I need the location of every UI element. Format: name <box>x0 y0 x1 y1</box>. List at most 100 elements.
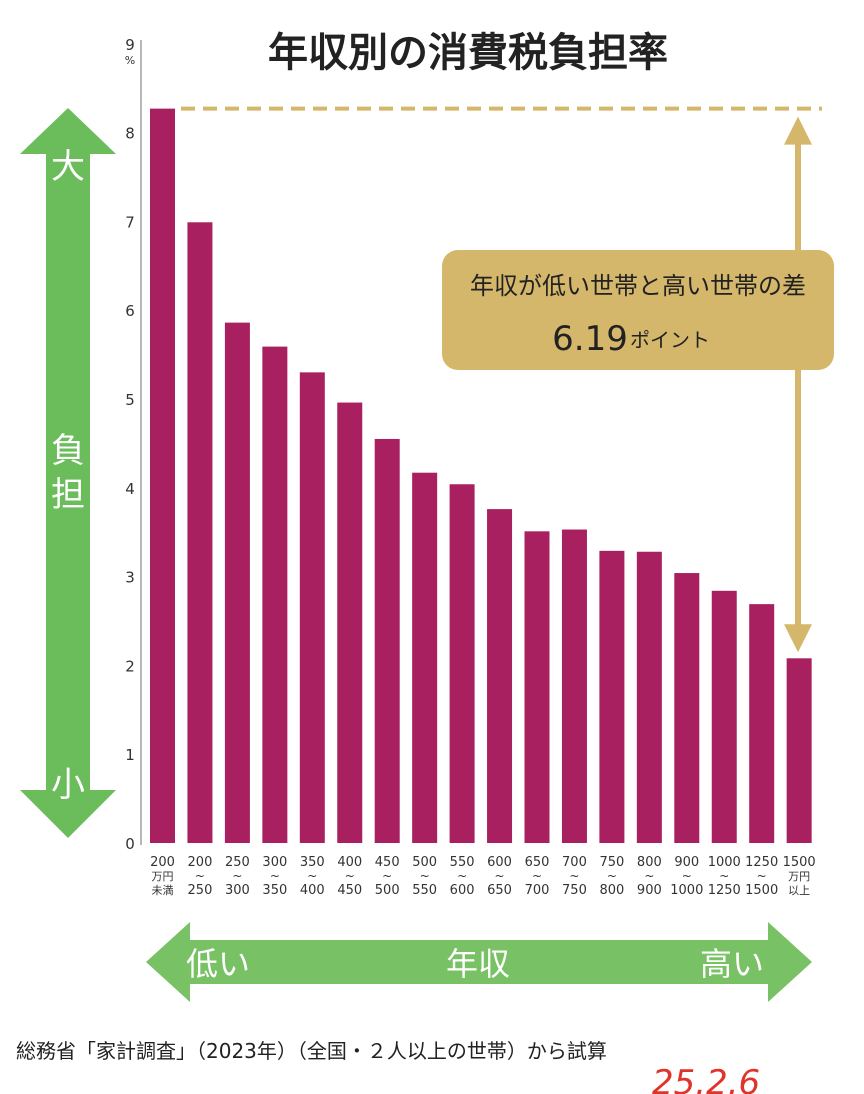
x-tick-label: 1000 <box>708 855 741 870</box>
x-tick-label: 300 <box>225 883 250 898</box>
y-tick-label: 3 <box>125 569 135 587</box>
x-tick-label: ~ <box>420 869 430 883</box>
y-arrow-bottom-label: 小 <box>51 765 85 805</box>
x-tick-label: ~ <box>644 869 654 883</box>
x-tick-label: 万円 <box>152 870 174 883</box>
x-tick-label: 500 <box>412 855 437 870</box>
x-arrow-shape <box>146 922 812 1002</box>
x-tick-label: 500 <box>375 883 400 898</box>
x-tick-label: 400 <box>300 883 325 898</box>
bar <box>337 402 363 843</box>
bars <box>150 108 812 844</box>
bar <box>262 346 288 843</box>
bar <box>711 590 737 843</box>
x-tick-label: ~ <box>195 869 205 883</box>
x-tick-label: 600 <box>487 855 512 870</box>
difference-callout-box <box>442 250 834 370</box>
x-arrow-left-label: 低い <box>186 945 250 983</box>
y-tick-label: 4 <box>125 480 135 498</box>
x-tick-label: ~ <box>382 869 392 883</box>
x-tick-label: ~ <box>345 869 355 883</box>
x-tick-label: 700 <box>525 883 550 898</box>
x-arrow-middle-label: 年収 <box>446 945 510 983</box>
x-tick-label: 450 <box>375 855 400 870</box>
handwritten-date-note: 25.2.6 <box>652 1063 760 1094</box>
difference-callout: 年収が低い世帯と高い世帯の差 6.19 ポイント <box>442 250 834 370</box>
x-tick-label: 900 <box>674 855 699 870</box>
bar <box>487 509 513 843</box>
source-note: 総務省「家計調査」（2023年）（全国・２人以上の世帯）から試算 <box>16 1039 607 1063</box>
bar <box>749 604 775 843</box>
x-tick-label: 万円 <box>788 870 810 883</box>
y-tick-label: 0 <box>125 835 135 853</box>
bar <box>674 573 700 843</box>
x-tick-label: 550 <box>450 855 475 870</box>
bar <box>636 551 662 843</box>
y-axis-ticks: 0 1 2 3 4 5 6 7 8 9% <box>125 36 135 853</box>
x-tick-label: 1500 <box>745 883 778 898</box>
y-tick-label: 7 <box>125 213 135 231</box>
difference-callout-value: 6.19 <box>552 319 628 359</box>
x-arrow-right-label: 高い <box>700 945 764 983</box>
x-tick-label: 250 <box>188 883 213 898</box>
difference-arrow-head-top <box>784 116 812 145</box>
bar <box>224 322 250 844</box>
x-tick-label: 900 <box>637 883 662 898</box>
x-tick-label: ~ <box>569 869 579 883</box>
x-tick-label: 1250 <box>708 883 741 898</box>
bar <box>599 550 625 843</box>
x-tick-label: 650 <box>525 855 550 870</box>
x-tick-label: 600 <box>450 883 475 898</box>
x-tick-label: 1500 <box>783 855 816 870</box>
x-tick-label: 1000 <box>670 883 703 898</box>
x-tick-label: 550 <box>412 883 437 898</box>
bar <box>524 531 550 843</box>
y-tick-label: 8 <box>125 125 135 143</box>
bar <box>150 108 175 843</box>
y-arrow-top-label: 大 <box>51 147 85 187</box>
x-tick-label: 1250 <box>745 855 778 870</box>
bar <box>561 529 587 843</box>
bar <box>374 438 400 843</box>
x-income-arrow: 低い 年収 高い <box>146 922 812 1002</box>
y-tick-label: 9 <box>125 36 135 54</box>
x-tick-label: ~ <box>757 869 767 883</box>
difference-arrow-head-bottom <box>784 624 812 653</box>
x-tick-label: 200 <box>150 855 175 870</box>
x-tick-label: 250 <box>225 855 250 870</box>
y-tick-label: 5 <box>125 391 135 409</box>
x-tick-label: ~ <box>532 869 542 883</box>
y-burden-arrow: 大 負担 小 <box>20 108 116 838</box>
y-tick-label: 1 <box>125 746 135 764</box>
y-arrow-middle-label: 負担 <box>51 431 85 515</box>
x-tick-label: ~ <box>232 869 242 883</box>
x-tick-label: 750 <box>562 883 587 898</box>
x-tick-label: 650 <box>487 883 512 898</box>
x-tick-label: 350 <box>300 855 325 870</box>
x-tick-label: 450 <box>337 883 362 898</box>
bar <box>412 472 438 843</box>
x-tick-label: ~ <box>607 869 617 883</box>
y-tick-label: 2 <box>125 657 135 675</box>
x-tick-label: 800 <box>637 855 662 870</box>
x-tick-label: ~ <box>457 869 467 883</box>
x-axis-labels: 200万円未満200~250250~300300~350350~400400~4… <box>150 855 816 898</box>
x-tick-label: ~ <box>719 869 729 883</box>
x-tick-label: 800 <box>599 883 624 898</box>
x-tick-label: 350 <box>262 883 287 898</box>
y-unit-label: % <box>125 54 135 67</box>
y-arrow-shape <box>20 108 116 838</box>
x-tick-label: ~ <box>307 869 317 883</box>
x-tick-label: 300 <box>262 855 287 870</box>
chart-title: 年収別の消費税負担率 <box>268 30 668 76</box>
x-tick-label: 750 <box>599 855 624 870</box>
x-tick-label: ~ <box>682 869 692 883</box>
x-tick-label: 以上 <box>788 884 810 897</box>
x-tick-label: 未満 <box>152 884 174 897</box>
difference-double-arrow <box>784 116 812 653</box>
x-tick-label: 700 <box>562 855 587 870</box>
difference-callout-text: 年収が低い世帯と高い世帯の差 <box>470 272 806 300</box>
x-tick-label: 200 <box>188 855 213 870</box>
y-tick-label: 6 <box>125 302 135 320</box>
